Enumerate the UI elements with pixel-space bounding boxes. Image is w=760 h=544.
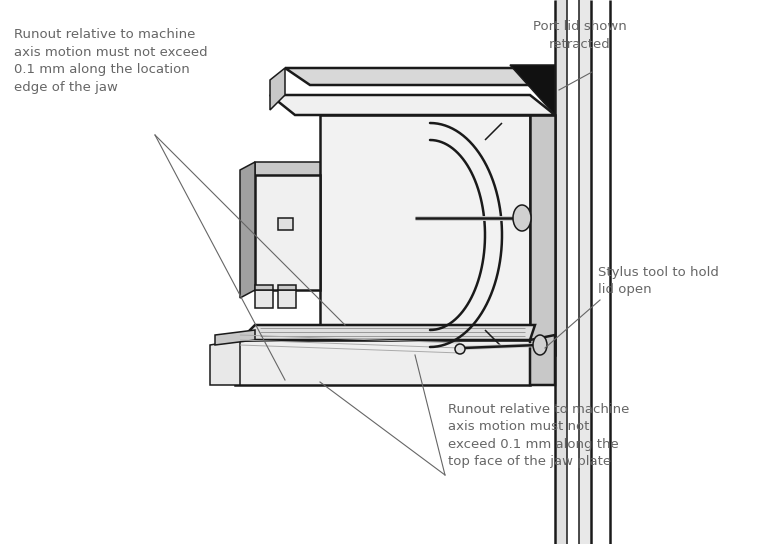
Polygon shape [555,0,567,544]
Polygon shape [240,162,255,298]
Ellipse shape [513,205,531,231]
Polygon shape [255,162,320,175]
Polygon shape [210,340,240,385]
Polygon shape [530,115,555,355]
Polygon shape [278,285,296,290]
Polygon shape [285,68,555,85]
Polygon shape [215,330,255,345]
Polygon shape [240,325,535,340]
Polygon shape [579,0,591,544]
Polygon shape [255,290,273,308]
Text: Stylus tool to hold
lid open: Stylus tool to hold lid open [598,266,719,296]
Circle shape [455,344,465,354]
Polygon shape [255,285,273,290]
Polygon shape [510,65,555,115]
Polygon shape [255,175,320,290]
Polygon shape [278,218,293,230]
Text: Runout relative to machine
axis motion must not exceed
0.1 mm along the location: Runout relative to machine axis motion m… [14,28,207,94]
Polygon shape [270,68,285,110]
Polygon shape [270,95,555,115]
Ellipse shape [533,335,547,355]
Text: Port lid shown
retracted: Port lid shown retracted [533,20,627,51]
Polygon shape [235,340,530,385]
Polygon shape [278,290,296,308]
Text: Runout relative to machine
axis motion must not
exceed 0.1 mm along the
top face: Runout relative to machine axis motion m… [448,403,629,468]
Polygon shape [530,335,555,385]
Polygon shape [320,115,530,355]
